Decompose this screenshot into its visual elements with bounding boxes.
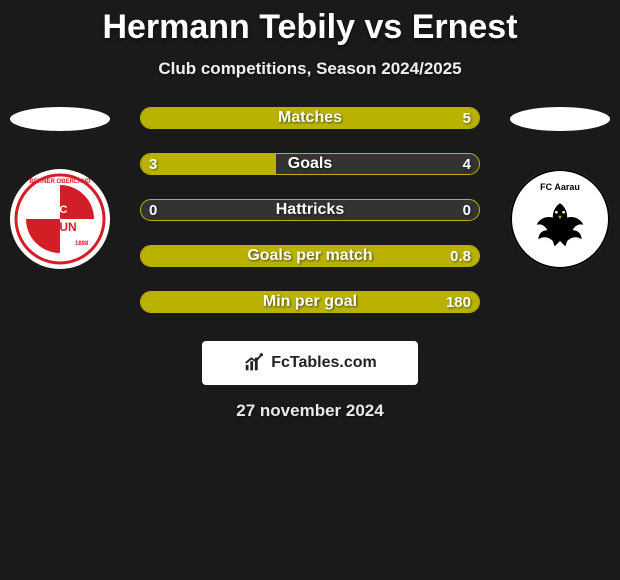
- comparison-area: BERNER OBERLAND FC THUN 1898 FC Aarau: [0, 107, 620, 313]
- stat-row-hattricks: 0 Hattricks 0: [140, 199, 480, 221]
- brand-badge: FcTables.com: [202, 341, 418, 385]
- club-left-badge: BERNER OBERLAND FC THUN 1898: [10, 169, 110, 269]
- chart-icon: [243, 352, 265, 374]
- stat-label: Matches: [141, 108, 479, 128]
- stat-row-mpg: Min per goal 180: [140, 291, 480, 313]
- page-subtitle: Club competitions, Season 2024/2025: [0, 59, 620, 79]
- player-left-photo-placeholder: [10, 107, 110, 131]
- stat-right-value: 0: [463, 200, 471, 220]
- svg-text:1898: 1898: [75, 241, 89, 247]
- svg-text:FC: FC: [53, 204, 68, 216]
- stat-bars: Matches 5 3 Goals 4 0 Hattricks 0 Goals …: [140, 107, 480, 313]
- stat-right-value: 4: [463, 154, 471, 174]
- page-title: Hermann Tebily vs Ernest: [0, 8, 620, 47]
- brand-text: FcTables.com: [271, 354, 377, 372]
- stat-label: Goals: [141, 154, 479, 174]
- stat-right-value: 0.8: [450, 246, 471, 266]
- svg-text:THUN: THUN: [43, 220, 76, 234]
- stat-right-value: 5: [463, 108, 471, 128]
- player-right-column: FC Aarau: [510, 107, 610, 269]
- stat-row-matches: Matches 5: [140, 107, 480, 129]
- stat-label: Goals per match: [141, 246, 479, 266]
- svg-text:BERNER OBERLAND: BERNER OBERLAND: [29, 179, 91, 185]
- fc-aarau-logo-icon: FC Aarau: [510, 169, 610, 269]
- stat-row-gpm: Goals per match 0.8: [140, 245, 480, 267]
- svg-text:FC Aarau: FC Aarau: [540, 182, 580, 192]
- stat-label: Hattricks: [141, 200, 479, 220]
- stat-label: Min per goal: [141, 292, 479, 312]
- stat-right-value: 180: [446, 292, 471, 312]
- player-right-photo-placeholder: [510, 107, 610, 131]
- stat-row-goals: 3 Goals 4: [140, 153, 480, 175]
- club-right-badge: FC Aarau: [510, 169, 610, 269]
- date-text: 27 november 2024: [0, 401, 620, 421]
- player-left-column: BERNER OBERLAND FC THUN 1898: [10, 107, 110, 269]
- fc-thun-logo-icon: BERNER OBERLAND FC THUN 1898: [10, 169, 110, 269]
